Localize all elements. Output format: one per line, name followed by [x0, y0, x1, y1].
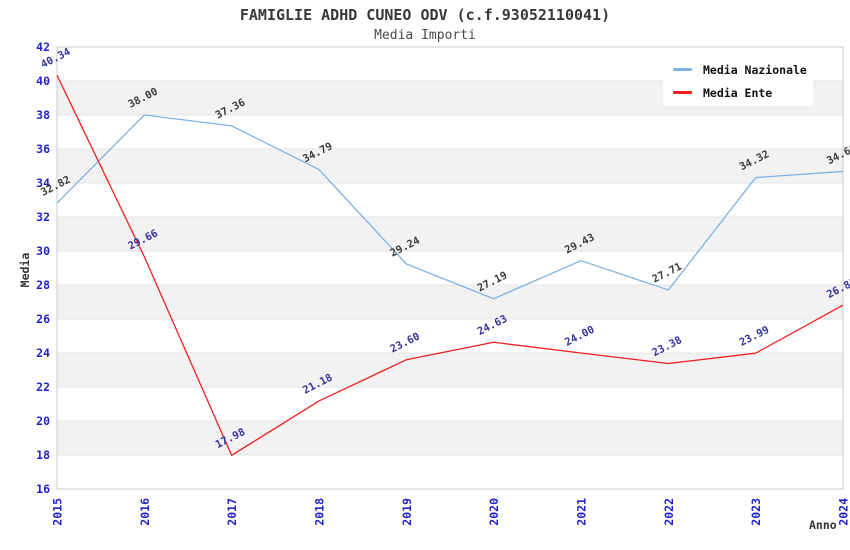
data-point-label: 23.60: [388, 330, 422, 355]
y-tick-label: 20: [36, 414, 50, 428]
legend-item-media-nazionale: Media Nazionale: [663, 58, 813, 81]
legend-label: Media Nazionale: [703, 62, 807, 77]
y-tick-label: 32: [36, 210, 50, 224]
plot-border: [56, 46, 844, 490]
x-tick-label: 2024: [837, 498, 850, 526]
series-line-media-ente: [56, 74, 844, 456]
data-point-label: 24.00: [563, 324, 597, 349]
legend-swatch-line-icon: [673, 91, 692, 94]
data-point-label: 23.99: [738, 324, 772, 349]
y-tick-label: 30: [36, 244, 50, 258]
y-tick-label: 24: [36, 346, 50, 360]
grid-band: [57, 421, 843, 455]
x-tick-label: 2018: [313, 498, 327, 526]
y-tick-label: 22: [36, 380, 50, 394]
x-tick-label: 2020: [487, 498, 501, 526]
x-tick-label: 2015: [51, 498, 65, 526]
legend-label: Media Ente: [703, 85, 773, 100]
y-tick-label: 42: [36, 40, 50, 54]
data-point-label: 34.68: [825, 142, 850, 167]
y-tick-label: 38: [36, 108, 50, 122]
data-point-label: 26.81: [825, 276, 850, 301]
chart-subtitle: Media Importi: [374, 28, 476, 43]
chart-title: FAMIGLIE ADHD CUNEO ODV (c.f.93052110041…: [239, 6, 611, 24]
x-tick-label: 2017: [225, 498, 239, 526]
x-tick-label: 2016: [138, 498, 152, 526]
grid-band: [57, 285, 843, 319]
y-tick-label: 40: [36, 74, 50, 88]
y-tick-label: 28: [36, 278, 50, 292]
grid-band: [57, 149, 843, 183]
y-axis-title: Media: [18, 252, 32, 288]
x-axis-title: Anno: [809, 518, 837, 532]
legend-swatch-line-icon: [673, 68, 692, 71]
data-point-label: 27.71: [650, 261, 684, 286]
legend-item-media-ente: Media Ente: [663, 81, 813, 104]
y-tick-label: 18: [36, 448, 50, 462]
grid-band: [57, 353, 843, 387]
y-tick-label: 34: [36, 176, 50, 190]
x-tick-label: 2019: [400, 498, 414, 526]
y-tick-label: 26: [36, 312, 50, 326]
y-tick-label: 16: [36, 482, 50, 496]
legend: Media Nazionale Media Ente: [663, 56, 813, 106]
y-tick-label: 36: [36, 142, 50, 156]
x-tick-label: 2023: [749, 498, 763, 526]
x-tick-label: 2022: [662, 498, 676, 526]
grid-band: [57, 217, 843, 251]
series-line-media-nazionale: [56, 114, 844, 300]
x-tick-label: 2021: [575, 498, 589, 526]
